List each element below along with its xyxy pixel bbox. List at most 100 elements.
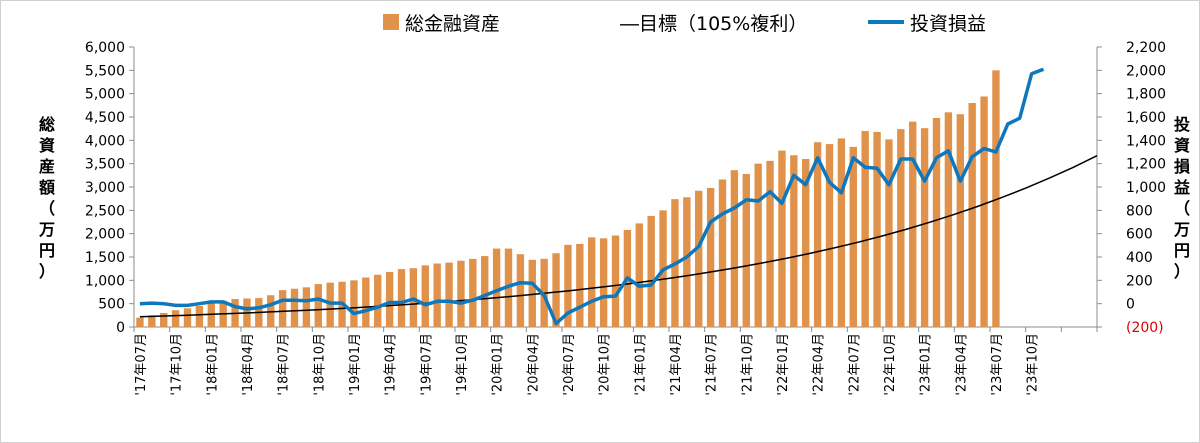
ylabel-right-char: ） — [1174, 262, 1190, 281]
x-tick-label: '20年04月 — [526, 333, 541, 396]
ylabel-right-char: 投 — [1174, 115, 1190, 134]
x-tick-label: '21年04月 — [669, 333, 684, 396]
ylabel-left-char: 資 — [39, 136, 55, 155]
x-tick-label: '18年10月 — [312, 333, 327, 396]
x-tick-label: '18年01月 — [205, 333, 220, 396]
y-right-tick-label: 1,200 — [1126, 157, 1166, 173]
bar-total-assets — [920, 128, 929, 327]
bar-total-assets — [528, 259, 536, 327]
bar-total-assets — [492, 248, 501, 327]
x-tick-label: '19年01月 — [348, 333, 363, 396]
ylabel-left-char: 額 — [38, 178, 55, 197]
bar-total-assets — [136, 317, 144, 327]
bar-total-assets — [171, 310, 180, 327]
ylabel-left-char: 円 — [39, 241, 55, 260]
legend-swatch-assets — [383, 14, 399, 30]
target-line — [139, 155, 1098, 318]
x-tick-label: '19年04月 — [384, 333, 399, 396]
y-right-tick-label: 1,800 — [1126, 87, 1166, 103]
y-left-tick-label: 5,500 — [85, 63, 125, 79]
x-tick-label: '17年10月 — [170, 333, 185, 396]
bar-total-assets — [457, 260, 465, 327]
bar-total-assets — [885, 139, 893, 327]
y-left-tick-label: 4,000 — [85, 133, 125, 149]
y-right-tick-label: 0 — [1126, 297, 1135, 313]
y-right-tick-label: 400 — [1126, 250, 1153, 266]
bar-total-assets — [588, 237, 596, 327]
x-tick-label: '22年07月 — [847, 333, 862, 396]
y-left-tick-label: 1,500 — [85, 250, 125, 266]
bar-total-assets — [290, 288, 299, 327]
bar-total-assets — [445, 262, 453, 327]
y-left-tick-label: 500 — [98, 297, 125, 313]
bar-total-assets — [802, 159, 810, 327]
bar-total-assets — [576, 243, 584, 327]
bar-total-assets — [754, 163, 762, 327]
bar-total-assets — [385, 271, 394, 327]
ylabel-left-char: ） — [39, 262, 55, 281]
x-tick-label: '20年01月 — [491, 333, 506, 396]
bar-total-assets — [469, 258, 477, 327]
bar-total-assets — [599, 238, 608, 327]
x-tick-label: '22年01月 — [776, 333, 791, 396]
y-left-tick-label: 3,000 — [85, 180, 125, 196]
x-tick-label: '19年10月 — [455, 333, 470, 396]
bar-total-assets — [837, 138, 846, 327]
bar-total-assets — [909, 121, 917, 328]
bar-total-assets — [374, 274, 382, 327]
x-tick-label: '22年04月 — [812, 333, 827, 396]
x-tick-label: '21年07月 — [705, 333, 720, 396]
legend-label-target: ―目標（105%複利） — [620, 13, 807, 35]
bar-total-assets — [683, 197, 691, 327]
y-left-tick-label: 0 — [116, 320, 125, 336]
y-left-tick-label: 1,000 — [85, 273, 125, 289]
bar-total-assets — [195, 306, 204, 327]
y-left-tick-label: 6,000 — [85, 40, 125, 56]
ylabel-left-char: 産 — [39, 157, 55, 176]
bar-total-assets — [481, 256, 489, 327]
y-right-tick-label: 1,000 — [1126, 180, 1166, 196]
bar-total-assets — [766, 160, 774, 327]
x-tick-label: '23年07月 — [990, 333, 1005, 396]
x-tick-label: '17年07月 — [134, 333, 149, 396]
y-right-tick-label: 200 — [1126, 273, 1153, 289]
bar-total-assets — [647, 215, 655, 327]
ylabel-right-char: 万 — [1173, 220, 1190, 239]
bar-total-assets — [825, 144, 834, 327]
x-tick-label: '20年07月 — [562, 333, 577, 396]
bar-total-assets — [362, 277, 370, 327]
bar-total-assets — [695, 190, 703, 327]
y-right-tick-label: 800 — [1126, 203, 1153, 219]
bar-total-assets — [968, 103, 976, 327]
bar-total-assets — [350, 280, 358, 327]
bar-total-assets — [160, 313, 168, 327]
bar-total-assets — [778, 150, 786, 327]
pnl-line — [139, 67, 1045, 326]
bar-total-assets — [552, 253, 560, 327]
x-tick-label: '23年10月 — [1026, 333, 1041, 396]
bar-total-assets — [267, 295, 275, 327]
bar-total-assets — [278, 290, 287, 327]
bar-total-assets — [516, 254, 525, 327]
bar-total-assets — [433, 263, 441, 327]
bar-total-assets — [183, 308, 192, 327]
y-left-tick-label: 2,500 — [85, 203, 125, 219]
bar-total-assets — [992, 70, 1000, 327]
bar-total-assets — [706, 187, 715, 327]
bar-total-assets — [813, 142, 822, 327]
legend-label-pnl: 投資損益 — [910, 13, 986, 35]
x-tick-label: '21年01月 — [633, 333, 648, 396]
bar-total-assets — [849, 146, 857, 327]
bar-total-assets — [932, 117, 941, 327]
bar-total-assets — [730, 170, 739, 327]
legend: 総金融資産 ―目標（105%複利） 投資損益 — [383, 13, 986, 35]
ylabel-left-char: （ — [39, 199, 55, 218]
x-tick-label: '18年07月 — [277, 333, 292, 396]
bar-total-assets — [944, 112, 953, 327]
bar-total-assets — [861, 131, 869, 327]
ylabel-right-char: 円 — [1174, 241, 1190, 260]
bar-total-assets — [611, 235, 620, 327]
x-tick-label: '18年04月 — [241, 333, 256, 396]
